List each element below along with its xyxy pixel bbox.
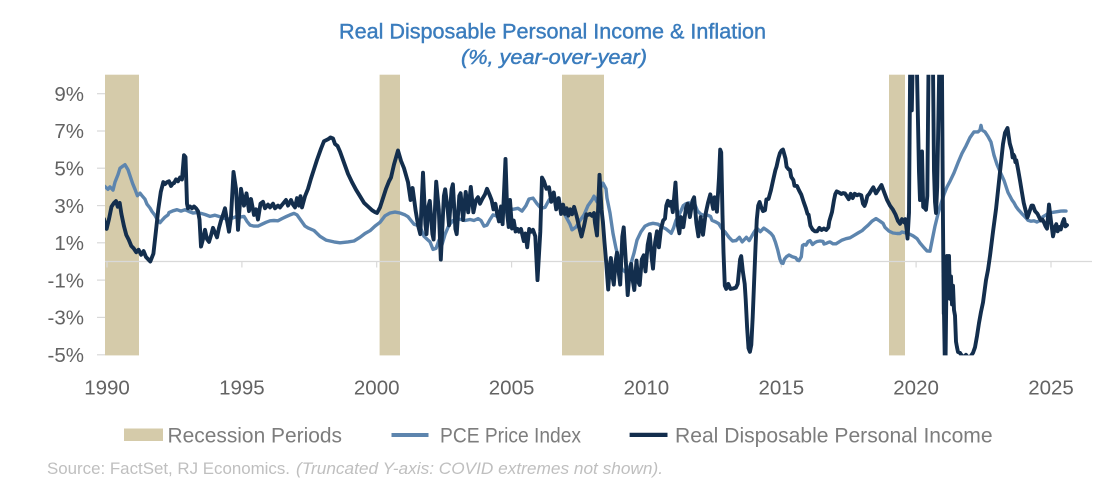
svg-text:(%, year-over-year): (%, year-over-year) [461, 47, 647, 69]
svg-text:2000: 2000 [354, 377, 400, 400]
svg-text:2005: 2005 [489, 377, 535, 400]
svg-text:9%: 9% [54, 83, 84, 106]
svg-text:3%: 3% [54, 195, 84, 218]
svg-text:-1%: -1% [48, 269, 84, 292]
svg-text:5%: 5% [54, 157, 84, 180]
svg-text:-3%: -3% [48, 307, 84, 330]
svg-text:Source: FactSet, RJ Economics.: Source: FactSet, RJ Economics. [47, 459, 290, 478]
svg-text:1%: 1% [54, 232, 84, 255]
svg-text:2020: 2020 [893, 377, 939, 400]
svg-text:(Truncated Y-axis: COVID extre: (Truncated Y-axis: COVID extremes not sh… [296, 459, 663, 478]
svg-text:1995: 1995 [219, 377, 265, 400]
svg-text:7%: 7% [54, 120, 84, 143]
svg-text:Recession Periods: Recession Periods [168, 424, 343, 447]
svg-text:1990: 1990 [84, 377, 130, 400]
svg-text:2010: 2010 [624, 377, 670, 400]
svg-text:2015: 2015 [758, 377, 804, 400]
svg-text:Real Disposable Personal Incom: Real Disposable Personal Income & Inflat… [339, 21, 766, 44]
svg-text:Real Disposable Personal Incom: Real Disposable Personal Income [675, 424, 993, 447]
svg-text:-5%: -5% [48, 344, 84, 367]
svg-text:2025: 2025 [1028, 377, 1074, 400]
svg-text:PCE Price Index: PCE Price Index [440, 424, 581, 447]
